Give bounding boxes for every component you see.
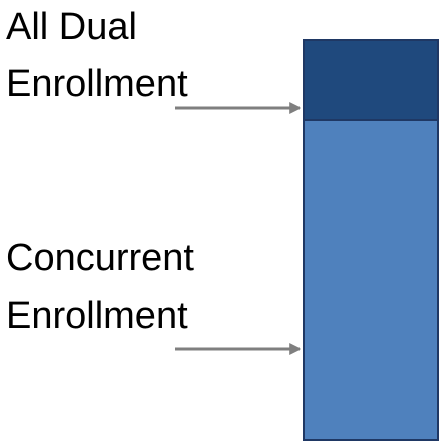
label-line: Enrollment bbox=[6, 63, 188, 105]
label-line: All Dual bbox=[6, 6, 137, 48]
label-line: Concurrent bbox=[6, 237, 194, 279]
bar-all-dual bbox=[303, 39, 439, 121]
label-line: Enrollment bbox=[6, 295, 188, 337]
